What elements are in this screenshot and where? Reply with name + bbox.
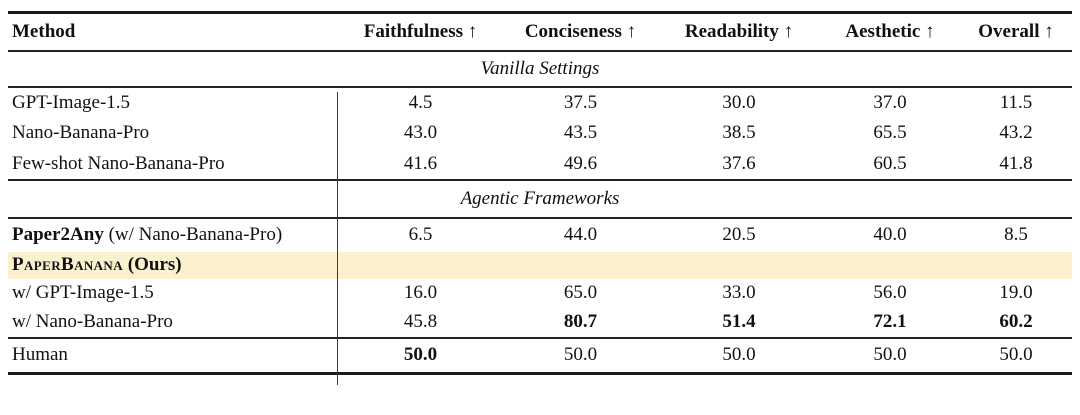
column-header-readability: Readability ↑ bbox=[658, 11, 820, 52]
metric-value: 16.0 bbox=[403, 282, 438, 303]
row-ours-w-gpt-image-1-5: w/ GPT-Image-1.5 16.0 65.0 33.0 56.0 19.… bbox=[8, 279, 1072, 308]
metric-value: 19.0 bbox=[999, 282, 1033, 303]
section-label: Agentic Frameworks bbox=[8, 178, 1072, 219]
method-cell: Few-shot Nano-Banana-Pro bbox=[12, 152, 225, 174]
section-header-agentic: Agentic Frameworks bbox=[8, 178, 1072, 219]
metric-value: 38.5 bbox=[722, 122, 756, 143]
metric-value: 65.0 bbox=[563, 282, 598, 303]
metric-value: 45.8 bbox=[403, 311, 438, 332]
metric-value-best: 50.0 bbox=[338, 336, 503, 375]
metric-value: 41.6 bbox=[403, 152, 438, 174]
metric-value: 43.5 bbox=[563, 122, 598, 143]
metric-value: 33.0 bbox=[722, 282, 756, 303]
method-cell: Nano-Banana-Pro bbox=[12, 122, 150, 143]
row-nano-banana-pro: Nano-Banana-Pro 43.0 43.5 38.5 65.5 43.2 bbox=[8, 118, 1072, 149]
metric-value: 50.0 bbox=[503, 336, 658, 375]
metric-value: 49.6 bbox=[563, 152, 598, 174]
method-cell: PaperBanana (Ours) bbox=[8, 251, 1072, 279]
column-header-overall: Overall ↑ bbox=[960, 11, 1072, 52]
row-paperbanana-ours-highlighted: PaperBanana (Ours) bbox=[8, 251, 1072, 279]
metric-value: 37.0 bbox=[873, 91, 907, 113]
metric-value: 44.0 bbox=[563, 224, 598, 245]
metric-value: 50.0 bbox=[820, 336, 960, 375]
method-cell: w/ Nano-Banana-Pro bbox=[12, 311, 173, 332]
metric-value-best: 60.2 bbox=[999, 311, 1033, 332]
metric-value: 56.0 bbox=[873, 282, 907, 303]
metric-value: 40.0 bbox=[873, 224, 907, 245]
metric-value-best: 51.4 bbox=[722, 311, 756, 332]
method-cell: Human bbox=[8, 336, 338, 375]
column-header-faithfulness: Faithfulness ↑ bbox=[338, 11, 503, 52]
method-cell: w/ GPT-Image-1.5 bbox=[12, 282, 154, 303]
row-human: Human 50.0 50.0 50.0 50.0 50.0 bbox=[8, 336, 1072, 375]
metric-value: 43.0 bbox=[403, 122, 438, 143]
metric-value-best: 80.7 bbox=[563, 311, 598, 332]
results-table: Method Faithfulness ↑ Conciseness ↑ Read… bbox=[8, 11, 1072, 385]
metric-value: 8.5 bbox=[1004, 224, 1028, 245]
header-row: Method Faithfulness ↑ Conciseness ↑ Read… bbox=[8, 11, 1072, 52]
metric-value: 65.5 bbox=[873, 122, 907, 143]
metric-value: 6.5 bbox=[408, 224, 433, 245]
metric-value-best: 72.1 bbox=[873, 311, 907, 332]
section-header-vanilla: Vanilla Settings bbox=[8, 50, 1072, 88]
metric-value: 43.2 bbox=[999, 122, 1033, 143]
method-column-separator-line bbox=[337, 92, 338, 385]
method-cell: GPT-Image-1.5 bbox=[12, 91, 131, 113]
row-paper2any: Paper2Any (w/ Nano-Banana-Pro) 6.5 44.0 … bbox=[8, 218, 1072, 252]
metric-value: 4.5 bbox=[408, 91, 433, 113]
metric-value: 37.5 bbox=[563, 91, 598, 113]
method-cell: Paper2Any (w/ Nano-Banana-Pro) bbox=[12, 224, 283, 245]
metric-value: 20.5 bbox=[722, 224, 756, 245]
metric-value: 50.0 bbox=[658, 336, 820, 375]
benchmark-table: Method Faithfulness ↑ Conciseness ↑ Read… bbox=[8, 11, 1072, 375]
metric-value: 60.5 bbox=[873, 152, 907, 174]
metric-value: 30.0 bbox=[722, 91, 756, 113]
row-gpt-image-1-5: GPT-Image-1.5 4.5 37.5 30.0 37.0 11.5 bbox=[8, 87, 1072, 118]
column-header-method: Method bbox=[8, 11, 338, 52]
section-label: Vanilla Settings bbox=[8, 50, 1072, 88]
row-ours-w-nano-banana-pro: w/ Nano-Banana-Pro 45.8 80.7 51.4 72.1 6… bbox=[8, 308, 1072, 338]
metric-value: 37.6 bbox=[722, 152, 756, 174]
metric-value: 41.8 bbox=[999, 152, 1033, 174]
metric-value: 50.0 bbox=[960, 336, 1072, 375]
column-header-aesthetic: Aesthetic ↑ bbox=[820, 11, 960, 52]
metric-value: 11.5 bbox=[999, 91, 1033, 113]
row-few-shot-nano-banana-pro: Few-shot Nano-Banana-Pro 41.6 49.6 37.6 … bbox=[8, 149, 1072, 180]
column-header-conciseness: Conciseness ↑ bbox=[503, 11, 658, 52]
